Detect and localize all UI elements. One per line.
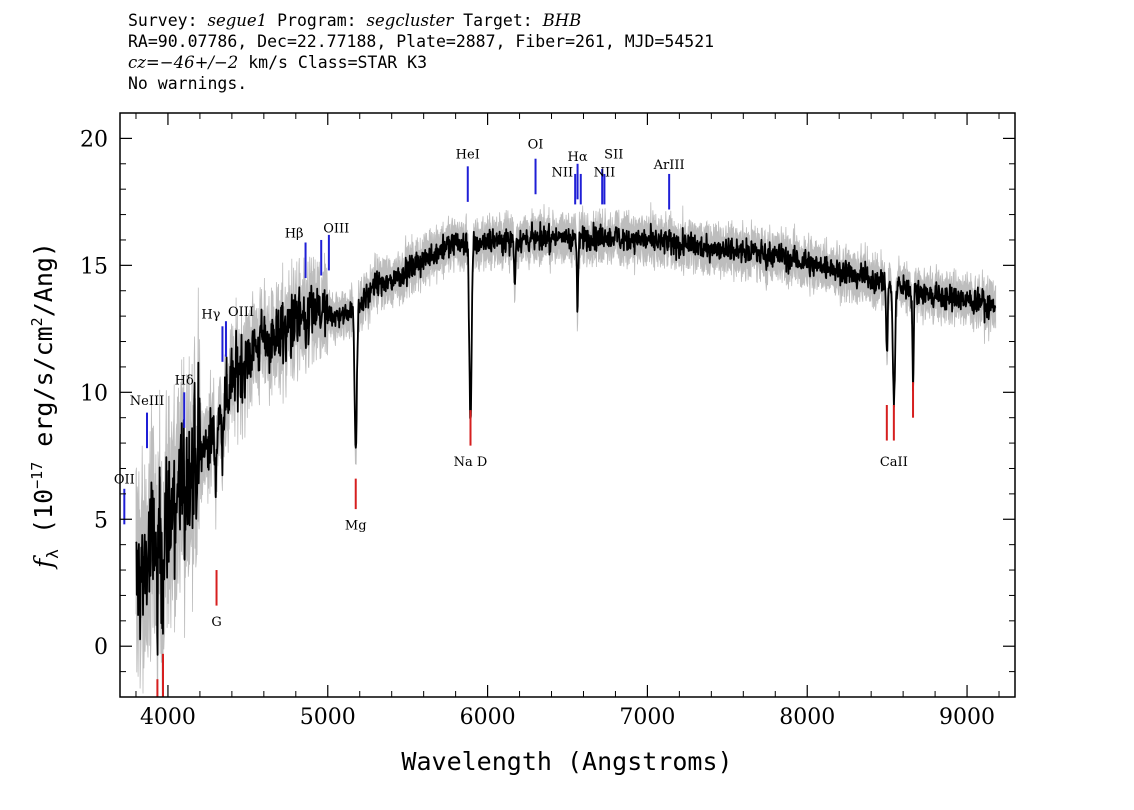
x-tick-label: 9000 bbox=[939, 705, 995, 730]
emission-line-label-3: Hγ bbox=[201, 308, 220, 323]
error-band-layer bbox=[135, 202, 997, 697]
emission-line-label-1: NeIII bbox=[130, 394, 164, 409]
x-tick-label: 4000 bbox=[140, 705, 196, 730]
x-axis-title: Wavelength (Angstroms) bbox=[401, 747, 732, 776]
emission-line-label-11: Hα bbox=[568, 150, 588, 165]
flux-layer bbox=[135, 221, 997, 656]
x-tick-label: 5000 bbox=[300, 705, 356, 730]
cz-rest: km/s Class=STAR K3 bbox=[238, 53, 428, 72]
emission-line-label-14: NII bbox=[594, 165, 616, 180]
y-tick-label: 20 bbox=[80, 127, 108, 152]
y-tick-label: 0 bbox=[94, 635, 108, 660]
emission-line-label-6: OIII bbox=[323, 221, 349, 236]
y-title-unit: erg/s/cm bbox=[29, 326, 58, 461]
spectrum-header: Survey: segue1 Program: segcluster Targe… bbox=[128, 10, 714, 94]
header-line-2: RA=90.07786, Dec=22.77188, Plate=2887, F… bbox=[128, 32, 715, 51]
emission-line-label-2: Hδ bbox=[175, 374, 194, 389]
y-tick-label: 10 bbox=[80, 381, 108, 406]
emission-line-label-10: NII bbox=[552, 165, 574, 180]
y-title-tail: /Ang) bbox=[29, 242, 58, 317]
error-band bbox=[135, 202, 997, 697]
emission-line-label-8: HeI bbox=[456, 148, 480, 163]
cz-label: cz= bbox=[128, 53, 160, 72]
target-label: Target: bbox=[463, 11, 533, 30]
y-title-sub: λ bbox=[43, 549, 62, 559]
emission-line-label-13: SII bbox=[604, 148, 623, 163]
cz-value: −46+/−2 bbox=[159, 53, 239, 72]
y-title-f: f bbox=[29, 555, 58, 570]
absorption-line-label-6: CaII bbox=[880, 455, 908, 470]
target-value: BHB bbox=[542, 11, 582, 30]
flux-series-line bbox=[135, 221, 997, 656]
y-tick-label: 15 bbox=[80, 254, 108, 279]
emission-line-label-4: OIII bbox=[228, 305, 254, 320]
x-tick-label: 6000 bbox=[460, 705, 516, 730]
survey-label: Survey: bbox=[128, 11, 198, 30]
survey-value: segue1 bbox=[207, 11, 268, 30]
y-title-exp: −17 bbox=[28, 462, 46, 489]
emission-line-label-5: Hβ bbox=[285, 226, 304, 241]
header-line-4: No warnings. bbox=[128, 74, 248, 93]
x-tick-label: 7000 bbox=[619, 705, 675, 730]
emission-line-label-15: ArIII bbox=[653, 158, 685, 173]
header-line-3: cz=−46+/−2 km/s Class=STAR K3 bbox=[128, 52, 714, 73]
emission-line-label-0: OII bbox=[114, 473, 135, 488]
header-line-1: Survey: segue1 Program: segcluster Targe… bbox=[128, 10, 714, 31]
absorption-line-label-4: Na D bbox=[454, 455, 488, 470]
program-label: Program: bbox=[277, 11, 357, 30]
absorption-line-label-2: G bbox=[211, 615, 221, 630]
program-value: segcluster bbox=[366, 11, 454, 30]
absorption-line-label-3: Mg bbox=[345, 518, 367, 533]
y-tick-label: 5 bbox=[94, 508, 108, 533]
y-title-mid: (10 bbox=[29, 489, 58, 549]
y-axis-title: fλ (10−17 erg/s/cm2/Ang) bbox=[28, 242, 62, 570]
x-tick-label: 8000 bbox=[779, 705, 835, 730]
emission-line-label-9: OI bbox=[528, 138, 544, 153]
plot-frame bbox=[119, 112, 1016, 698]
y-title-exp2: 2 bbox=[28, 317, 46, 326]
axis-ticks: 4000 5000 6000 7000 8000 9000 0 5 10 15 20 bbox=[80, 112, 1015, 730]
